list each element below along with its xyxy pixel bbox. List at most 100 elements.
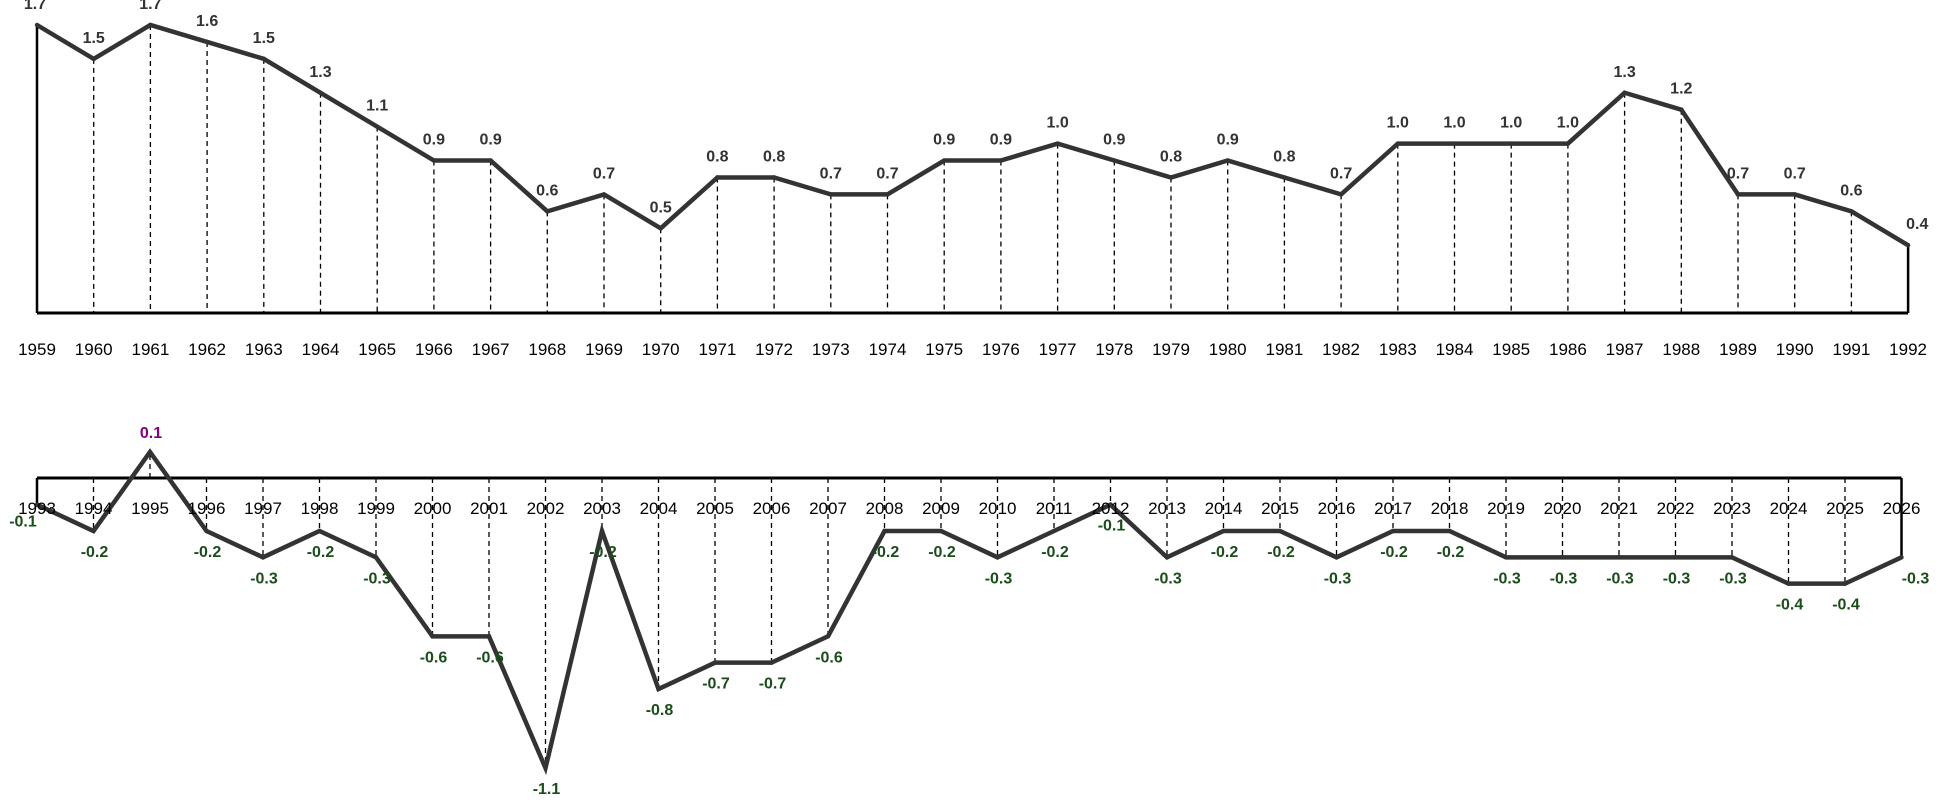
x-tick-label: 1969	[585, 340, 623, 359]
data-label: 1.0	[1387, 115, 1409, 132]
data-point	[769, 660, 774, 665]
data-label: -0.6	[420, 649, 448, 666]
x-tick-label: 1984	[1436, 340, 1474, 359]
data-label: -0.7	[702, 676, 730, 693]
x-tick-label: 2008	[866, 499, 904, 518]
data-label: 0.9	[933, 132, 955, 149]
data-label: 0.6	[536, 182, 558, 199]
x-tick-label: 1999	[357, 499, 395, 518]
data-point	[1055, 141, 1060, 146]
x-tick-label: 1998	[301, 499, 339, 518]
x-tick-label: 1977	[1039, 340, 1077, 359]
x-tick-label: 2024	[1770, 499, 1808, 518]
data-label: 0.7	[820, 165, 842, 182]
x-tick-label: 1963	[245, 340, 283, 359]
data-point	[658, 226, 663, 231]
data-label: -0.2	[1437, 544, 1465, 561]
x-tick-label: 1995	[131, 499, 169, 518]
x-tick-label: 1996	[188, 499, 226, 518]
x-tick-label: 1974	[869, 340, 907, 359]
x-tick-label: 2022	[1657, 499, 1695, 518]
data-point	[1729, 555, 1735, 560]
data-point	[1735, 192, 1741, 197]
data-label: -0.2	[1041, 544, 1069, 561]
x-tick-label: 1980	[1209, 340, 1247, 359]
x-tick-label: 1981	[1265, 340, 1303, 359]
x-tick-label: 1987	[1606, 340, 1644, 359]
x-tick-label: 2021	[1600, 499, 1638, 518]
data-point	[260, 555, 266, 560]
data-label: 0.7	[1330, 165, 1352, 182]
data-label: 0.7	[593, 165, 615, 182]
x-tick-label: 1989	[1719, 340, 1757, 359]
data-point	[1452, 141, 1457, 146]
x-tick-label: 1964	[302, 340, 340, 359]
data-label: 0.9	[1103, 132, 1125, 149]
x-tick-label: 2015	[1261, 499, 1299, 518]
data-label: -0.4	[1776, 597, 1804, 614]
data-label: -0.3	[985, 570, 1013, 587]
data-label: 0.7	[1727, 165, 1749, 182]
data-label: -0.3	[1493, 570, 1521, 587]
data-point	[1051, 528, 1057, 534]
x-tick-label: 1962	[188, 340, 226, 359]
data-point	[1334, 555, 1339, 560]
data-label: 1.0	[1557, 115, 1579, 132]
data-label: -0.3	[250, 570, 278, 587]
data-point	[1905, 243, 1911, 248]
data-point	[1282, 175, 1287, 180]
data-label: -0.2	[1380, 544, 1408, 561]
data-label: -0.7	[759, 676, 787, 693]
x-tick-label: 2019	[1487, 499, 1525, 518]
data-point	[204, 528, 209, 534]
data-label: -0.3	[1719, 570, 1747, 587]
x-tick-label: 1961	[131, 340, 169, 359]
data-label: 1.6	[196, 13, 218, 30]
data-label: 1.2	[1670, 81, 1692, 98]
data-label: -0.3	[363, 570, 391, 587]
data-point	[998, 158, 1004, 163]
data-point	[543, 765, 548, 771]
data-point	[712, 660, 718, 665]
data-point	[825, 634, 831, 639]
x-tick-label: 2007	[809, 499, 847, 518]
data-label: 1.0	[1500, 115, 1522, 132]
data-point	[34, 502, 40, 507]
x-tick-label: 1976	[982, 340, 1020, 359]
data-label: -0.3	[1902, 570, 1930, 587]
data-point	[431, 158, 437, 163]
data-point	[488, 158, 493, 163]
data-label: -0.2	[928, 544, 956, 561]
x-tick-label: 2017	[1374, 499, 1412, 518]
data-point	[1673, 555, 1678, 560]
x-tick-label: 1971	[698, 340, 736, 359]
data-label: 0.5	[650, 199, 672, 216]
data-point	[1277, 528, 1283, 534]
data-label: 1.0	[1443, 115, 1465, 132]
data-point	[601, 192, 607, 197]
x-tick-label: 1968	[528, 340, 566, 359]
data-label: 0.7	[1784, 165, 1806, 182]
data-point	[204, 39, 210, 45]
data-label: 0.6	[1840, 182, 1862, 199]
data-label: -0.8	[646, 702, 674, 719]
data-point	[1112, 158, 1117, 163]
x-tick-label: 2023	[1713, 499, 1751, 518]
data-point	[373, 555, 379, 560]
x-tick-label: 1994	[75, 499, 113, 518]
data-point	[1565, 141, 1571, 146]
data-point	[1225, 158, 1230, 163]
data-point	[885, 192, 890, 197]
series-line	[35, 22, 1910, 248]
x-tick-label: 1967	[472, 340, 510, 359]
x-tick-label: 1965	[358, 340, 396, 359]
data-point	[317, 528, 322, 534]
data-label: 1.0	[1046, 115, 1068, 132]
x-tick-label: 1982	[1322, 340, 1360, 359]
data-label: -0.3	[1324, 570, 1352, 587]
x-tick-label: 2004	[640, 499, 678, 518]
data-label: -0.2	[194, 544, 222, 561]
data-label: -0.6	[815, 649, 843, 666]
data-label: -0.2	[1267, 544, 1295, 561]
